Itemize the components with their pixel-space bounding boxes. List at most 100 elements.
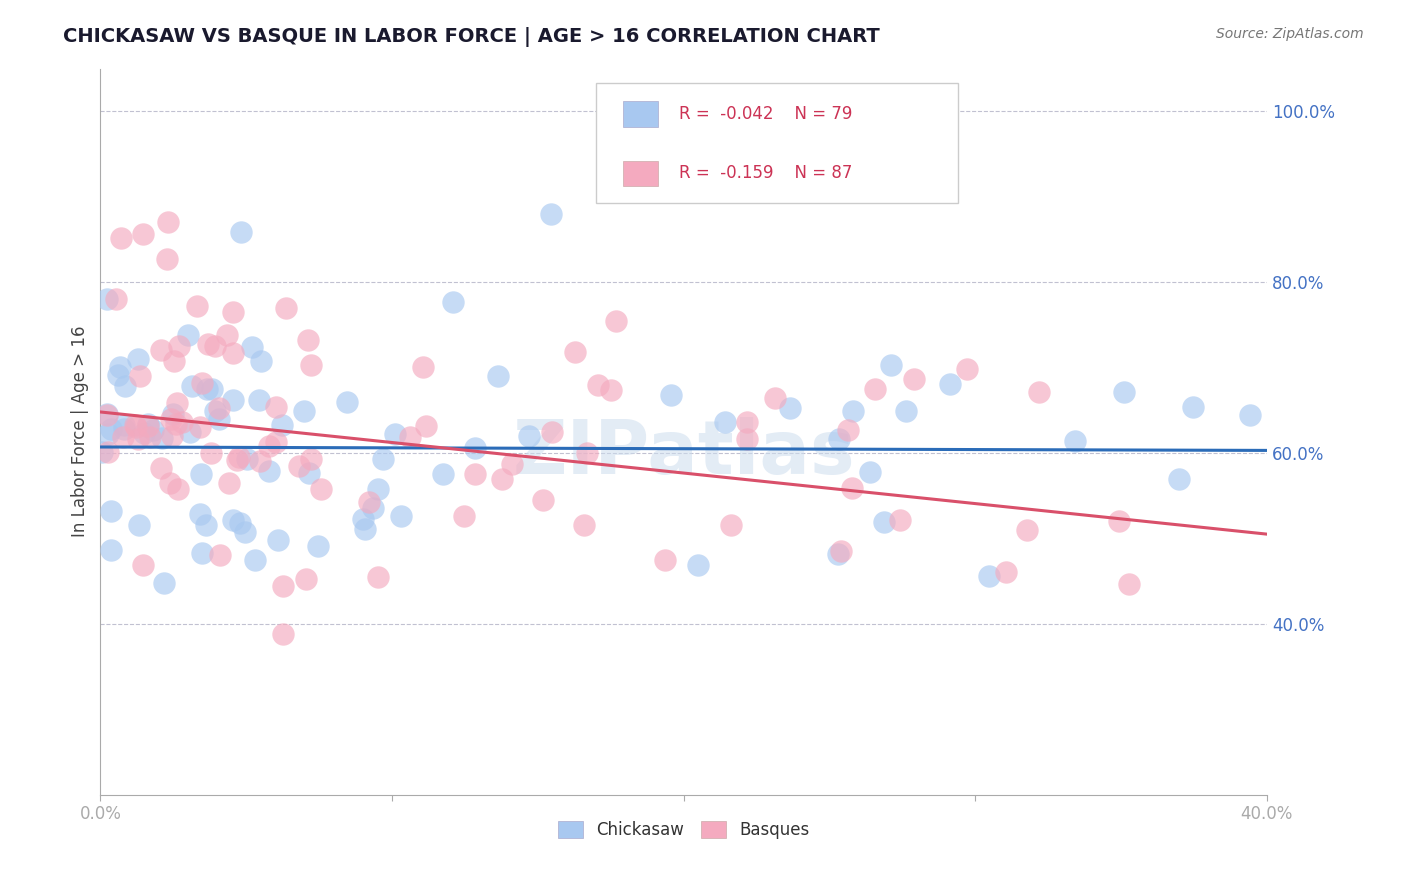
Point <box>995 565 1018 579</box>
Point <box>299 452 322 467</box>
Point <box>132 558 155 572</box>
Point <box>153 576 176 591</box>
Point <box>229 225 252 239</box>
Point <box>298 466 321 480</box>
Point <box>1028 384 1050 399</box>
Point <box>271 627 294 641</box>
Point <box>264 400 287 414</box>
Point <box>243 553 266 567</box>
Point <box>150 431 173 445</box>
Point <box>160 412 183 426</box>
Point <box>1168 472 1191 486</box>
Point <box>1112 384 1135 399</box>
Point <box>779 401 801 415</box>
Point <box>1239 408 1261 422</box>
Point <box>336 395 359 409</box>
Point <box>249 353 271 368</box>
Point <box>654 553 676 567</box>
Point <box>104 292 127 306</box>
Point <box>842 404 865 418</box>
Text: Source: ZipAtlas.com: Source: ZipAtlas.com <box>1216 27 1364 41</box>
Point <box>575 445 598 459</box>
Point <box>208 401 231 416</box>
Point <box>200 446 222 460</box>
Point <box>97 427 120 442</box>
Point <box>128 518 150 533</box>
Point <box>186 299 208 313</box>
Point <box>112 417 135 432</box>
Point <box>837 423 859 437</box>
Point <box>162 408 184 422</box>
Point <box>288 459 311 474</box>
Point <box>191 376 214 390</box>
Point <box>177 328 200 343</box>
Point <box>763 391 786 405</box>
Point <box>156 252 179 266</box>
Point <box>453 509 475 524</box>
Point <box>222 305 245 319</box>
Point <box>274 301 297 315</box>
Point <box>218 476 240 491</box>
Point <box>367 570 389 584</box>
Point <box>142 424 165 438</box>
Point <box>190 546 212 560</box>
Point <box>114 378 136 392</box>
Point <box>134 425 156 440</box>
Point <box>830 543 852 558</box>
Point <box>491 472 513 486</box>
Point <box>412 359 434 374</box>
Point <box>228 450 250 464</box>
Point <box>229 516 252 530</box>
Point <box>827 547 849 561</box>
Point <box>307 539 329 553</box>
Point <box>204 403 226 417</box>
Point <box>501 458 523 472</box>
Text: R =  -0.159    N = 87: R = -0.159 N = 87 <box>679 164 852 182</box>
Point <box>686 558 709 572</box>
Point <box>270 418 292 433</box>
Point <box>136 418 159 433</box>
Point <box>1017 523 1039 537</box>
Point <box>179 425 201 439</box>
Point <box>150 343 173 358</box>
Point <box>1118 576 1140 591</box>
FancyBboxPatch shape <box>623 161 658 186</box>
Text: CHICKASAW VS BASQUE IN LABOR FORCE | AGE > 16 CORRELATION CHART: CHICKASAW VS BASQUE IN LABOR FORCE | AGE… <box>63 27 880 46</box>
Point <box>96 292 118 306</box>
Point <box>309 482 332 496</box>
Point <box>139 430 162 444</box>
Point <box>977 569 1000 583</box>
Point <box>956 362 979 376</box>
Point <box>100 422 122 436</box>
Point <box>399 430 422 444</box>
Point <box>415 418 437 433</box>
Point <box>150 460 173 475</box>
Point <box>90 445 112 459</box>
Point <box>659 388 682 402</box>
Point <box>204 339 226 353</box>
Point <box>132 227 155 241</box>
Point <box>208 412 231 426</box>
Point <box>264 434 287 449</box>
Point <box>863 382 886 396</box>
Point <box>190 467 212 481</box>
Point <box>159 475 181 490</box>
Text: ZIPatlas: ZIPatlas <box>512 417 855 490</box>
Point <box>361 501 384 516</box>
Point <box>873 515 896 529</box>
Point <box>107 368 129 382</box>
Point <box>100 504 122 518</box>
Point <box>432 467 454 482</box>
Point <box>222 512 245 526</box>
Point <box>1108 515 1130 529</box>
Point <box>903 372 925 386</box>
Point <box>257 439 280 453</box>
Point <box>292 404 315 418</box>
Point <box>112 430 135 444</box>
Point <box>1063 434 1085 448</box>
Point <box>297 333 319 347</box>
Point <box>828 432 851 446</box>
Point <box>166 396 188 410</box>
Point <box>531 493 554 508</box>
Point <box>190 420 212 434</box>
